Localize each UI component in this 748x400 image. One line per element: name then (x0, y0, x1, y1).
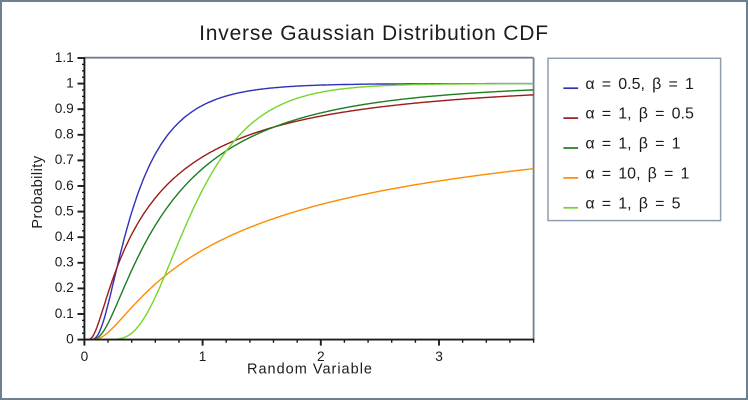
svg-text:α = 1, β = 5: α = 1, β = 5 (585, 195, 680, 212)
svg-text:α = 10, β = 1: α = 10, β = 1 (585, 166, 689, 183)
svg-text:1: 1 (66, 75, 74, 90)
svg-text:0.5: 0.5 (55, 203, 74, 218)
svg-text:0.8: 0.8 (55, 127, 74, 142)
svg-text:0.6: 0.6 (55, 178, 74, 193)
svg-text:3: 3 (435, 349, 443, 364)
svg-text:0.4: 0.4 (55, 229, 74, 244)
svg-text:2: 2 (317, 349, 325, 364)
svg-text:α = 1, β = 1: α = 1, β = 1 (585, 136, 680, 153)
svg-text:α = 1, β = 0.5: α = 1, β = 0.5 (585, 106, 694, 123)
svg-text:0.7: 0.7 (55, 152, 74, 167)
svg-text:Random Variable: Random Variable (247, 361, 373, 377)
svg-text:Probability: Probability (30, 155, 46, 228)
svg-text:1.1: 1.1 (55, 50, 74, 65)
svg-text:1: 1 (199, 349, 207, 364)
svg-text:0: 0 (66, 331, 74, 346)
svg-text:0.3: 0.3 (55, 255, 74, 270)
svg-text:Inverse Gaussian Distribution: Inverse Gaussian Distribution CDF (199, 22, 549, 45)
svg-text:α = 0.5, β = 1: α = 0.5, β = 1 (585, 76, 694, 93)
svg-text:0.2: 0.2 (55, 280, 74, 295)
svg-text:0.1: 0.1 (55, 306, 74, 321)
svg-text:0: 0 (81, 349, 89, 364)
svg-text:0.9: 0.9 (55, 101, 74, 116)
